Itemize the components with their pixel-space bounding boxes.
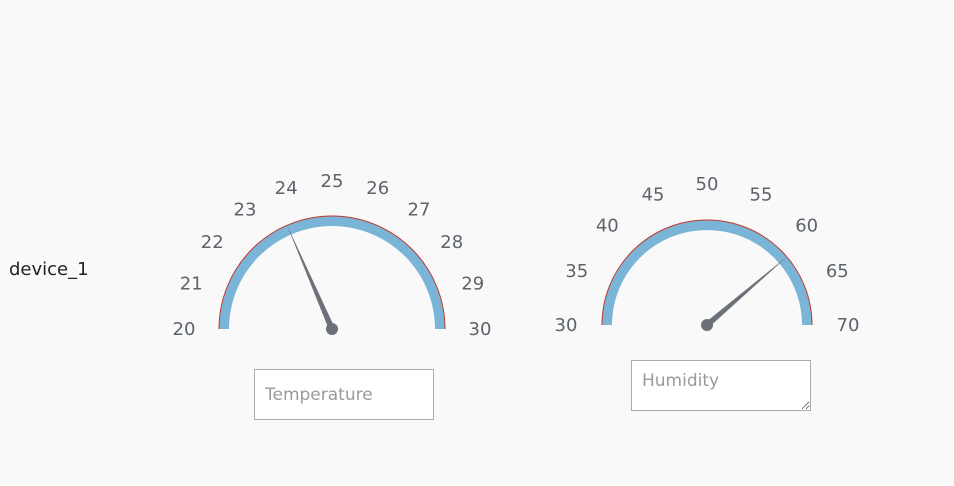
gauge-needle-hub [701, 319, 713, 331]
gauge-tick-label: 65 [826, 261, 849, 282]
gauge-tick-label: 30 [469, 319, 492, 340]
gauge-needle [705, 255, 789, 328]
gauge-arc-edge [601, 219, 813, 326]
gauge-needle-hub [326, 323, 338, 335]
gauge-tick-label: 23 [234, 199, 257, 220]
gauge-tick-label: 24 [275, 178, 298, 199]
humidity-textarea[interactable] [631, 360, 811, 411]
gauge-tick-label: 60 [795, 215, 818, 236]
gauge-tick-label: 21 [180, 273, 203, 294]
gauge-tick-label: 30 [555, 315, 578, 336]
gauge-tick-label: 28 [440, 232, 463, 253]
gauge-tick-label: 40 [596, 215, 619, 236]
gauge-tick-label: 22 [201, 232, 224, 253]
temperature-input[interactable] [254, 369, 434, 420]
gauge-tick-label: 29 [461, 273, 484, 294]
device-name-label: device_1 [9, 259, 89, 280]
gauge-tick-label: 45 [642, 185, 665, 206]
gauge-arc [602, 220, 812, 325]
gauge-tick-label: 26 [366, 178, 389, 199]
gauge-tick-label: 25 [321, 171, 344, 192]
gauge-arc-edge [218, 215, 446, 330]
gauge-tick-label: 55 [750, 185, 773, 206]
gauge-tick-label: 35 [565, 261, 588, 282]
gauge-tick-label: 50 [696, 174, 719, 195]
gauge-tick-label: 20 [173, 319, 196, 340]
gauge-tick-label: 70 [837, 315, 860, 336]
gauge-needle [286, 223, 335, 331]
gauge-tick-label: 27 [408, 199, 431, 220]
